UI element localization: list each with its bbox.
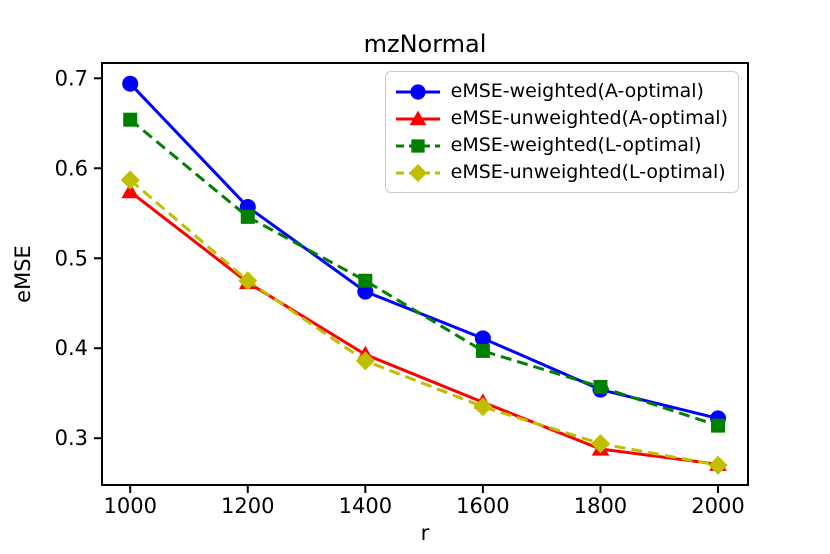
triangle-marker [409,110,427,125]
triangle-marker [121,182,140,199]
legend: eMSE-weighted(A-optimal) eMSE-unweighted… [384,71,739,193]
diamond-marker [590,434,610,454]
x-tick-label: 2000 [691,494,744,518]
square-marker [358,273,373,288]
legend-line-sample [395,163,440,182]
series-layer [120,75,728,475]
square-marker [240,209,255,224]
diamond-marker [408,163,427,182]
legend-label: eMSE-weighted(L-optimal) [450,134,702,156]
series-line-triangle [129,190,719,466]
diamond-marker [238,271,258,291]
y-axis-label: eMSE [11,245,35,303]
x-tick-label: 1000 [103,494,156,518]
legend-line-sample [395,110,440,125]
legend-entry: eMSE-weighted(A-optimal) [395,78,728,105]
x-tick-label: 1200 [221,494,274,518]
diamond-marker [120,170,140,190]
y-tick-label: 0.5 [55,246,88,270]
series-line-square [129,118,719,428]
circle-marker [122,75,139,92]
circle-marker [474,330,491,347]
chart-title: mzNormal [364,30,487,58]
axes-layer: 1000 1200 1400 1600 1800 2000 0.3 0.4 0.5 0.6 0.7 [55,62,749,518]
plot-border [101,62,749,486]
x-tick-label: 1600 [456,494,509,518]
series-line-diamond [129,178,719,467]
square-marker [593,379,608,394]
diamond-marker [708,455,728,475]
legend-line-sample [395,138,440,153]
x-tick-label: 1400 [339,494,392,518]
legend-entry: eMSE-unweighted(L-optimal) [395,159,728,186]
y-tick-label: 0.4 [55,336,88,360]
y-tick-label: 0.3 [55,426,88,450]
legend-entry: eMSE-weighted(L-optimal) [395,132,728,159]
legend-label: eMSE-unweighted(L-optimal) [450,161,726,183]
y-tick-label: 0.6 [55,156,88,180]
x-tick-label: 1800 [574,494,627,518]
square-marker [711,418,726,433]
legend-line-sample [395,83,440,100]
diamond-marker [473,397,493,417]
legend-label: eMSE-unweighted(A-optimal) [450,107,728,129]
legend-entry: eMSE-unweighted(A-optimal) [395,105,728,132]
square-marker [410,138,425,153]
square-marker [475,343,490,358]
square-marker [123,112,138,127]
x-axis-label: r [421,521,430,545]
circle-marker [410,83,426,100]
legend-label: eMSE-weighted(A-optimal) [450,80,704,102]
diamond-marker [355,351,375,371]
y-tick-label: 0.7 [55,66,88,90]
